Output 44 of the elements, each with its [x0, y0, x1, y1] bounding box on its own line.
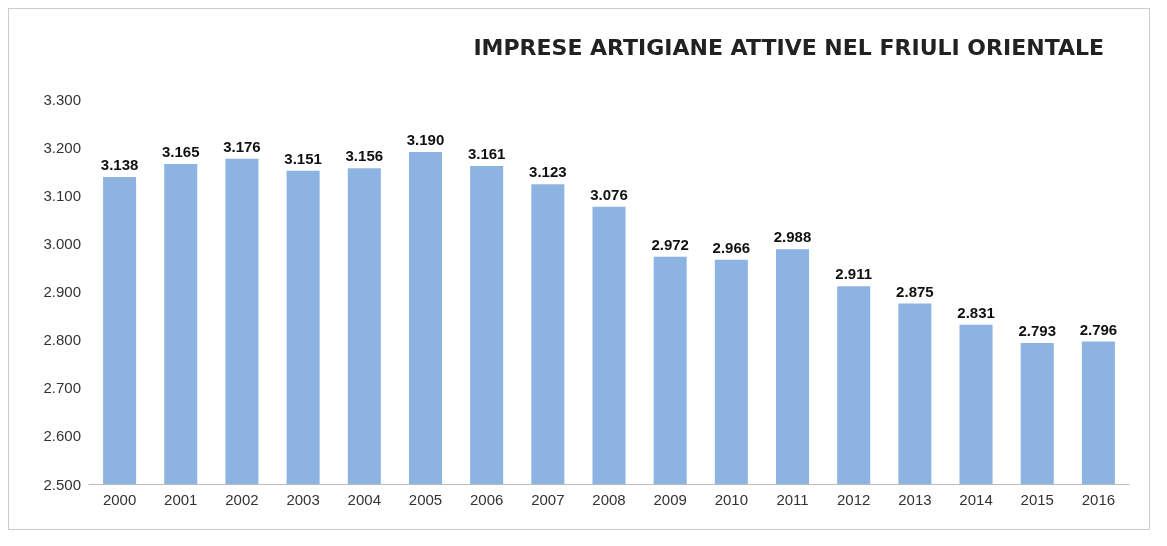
x-tick-label: 2002	[225, 491, 259, 508]
y-tick-label: 2.800	[43, 331, 81, 349]
x-tick-label: 2008	[592, 491, 626, 508]
x-tick-label: 2014	[959, 491, 993, 508]
data-label: 2.793	[1018, 321, 1057, 339]
y-tick-label: 3.200	[43, 138, 81, 156]
data-label: 3.190	[406, 130, 445, 148]
data-label: 2.831	[957, 303, 995, 321]
y-tick-label: 2.500	[43, 475, 81, 493]
y-tick-label: 3.100	[43, 186, 81, 204]
x-tick-label: 2006	[469, 491, 504, 508]
x-tick-label: 2012	[837, 491, 871, 508]
data-label: 3.156	[345, 147, 384, 165]
x-tick-label: 2011	[776, 491, 809, 508]
x-tick-label: 2004	[347, 491, 381, 508]
data-label: 3.165	[161, 142, 200, 160]
x-tick-label: 2015	[1020, 491, 1054, 508]
y-tick-label: 2.600	[43, 427, 81, 445]
data-label: 3.161	[467, 144, 506, 162]
data-label: 2.972	[651, 235, 689, 253]
x-tick-label: 2013	[898, 491, 932, 508]
x-tick-label: 2005	[408, 491, 443, 508]
x-tick-label: 2000	[102, 491, 137, 508]
y-tick-label: 3.000	[43, 234, 81, 252]
data-label: 2.988	[773, 228, 812, 246]
x-tick-label: 2010	[714, 491, 749, 508]
data-label: 3.151	[284, 149, 322, 167]
data-label: 3.076	[590, 185, 628, 203]
data-label: 2.796	[1079, 320, 1118, 338]
x-tick-label: 2016	[1081, 491, 1116, 508]
x-tick-label: 2007	[531, 491, 565, 508]
x-tick-label: 2001	[164, 491, 198, 508]
data-label: 3.123	[529, 163, 567, 181]
data-label: 3.138	[100, 155, 139, 173]
x-tick-label: 2009	[653, 491, 687, 508]
x-tick-label: 2003	[286, 491, 320, 508]
y-tick-label: 2.700	[43, 379, 81, 397]
chart-title: IMPRESE ARTIGIANE ATTIVE NEL FRIULI ORIENTALE	[473, 34, 1104, 60]
data-label: 2.875	[896, 282, 934, 300]
data-label: 3.176	[223, 137, 261, 155]
y-tick-label: 2.900	[43, 283, 81, 300]
data-label: 2.966	[712, 238, 751, 256]
y-tick-label: 3.300	[43, 90, 81, 108]
data-label: 2.911	[835, 265, 873, 283]
